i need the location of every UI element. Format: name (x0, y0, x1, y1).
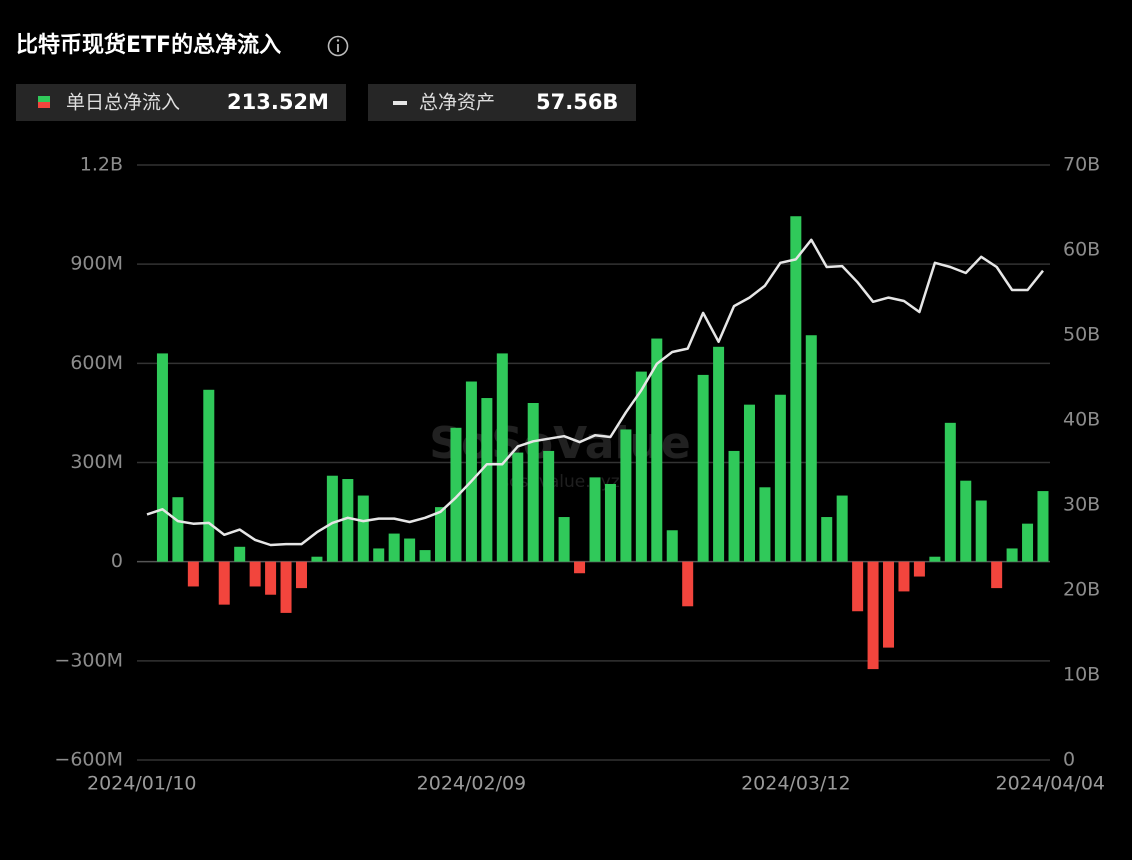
bar (713, 346, 725, 562)
legend-value: 57.56B (536, 90, 618, 114)
bar (435, 507, 447, 562)
bar (867, 561, 879, 670)
bar (991, 561, 1003, 589)
legend-box[interactable] (368, 84, 636, 121)
y2-tick-label: 50B (1063, 324, 1100, 346)
bar (450, 427, 462, 562)
bar (929, 556, 941, 562)
bar (574, 561, 586, 574)
y-tick-label: −600M (54, 749, 123, 771)
bar (821, 517, 833, 562)
bar (527, 403, 539, 562)
bar (728, 450, 740, 562)
legend-box[interactable] (16, 84, 346, 121)
bar (1037, 491, 1049, 562)
legend-swatch-down (38, 102, 50, 108)
legend-value: 213.52M (227, 90, 329, 114)
y-tick-label: 900M (70, 253, 123, 275)
bar (913, 561, 925, 577)
bar (774, 394, 786, 562)
info-icon[interactable] (327, 35, 349, 57)
y-tick-label: −300M (54, 649, 123, 671)
bar (697, 374, 709, 562)
bar (218, 561, 230, 605)
bar (898, 561, 910, 592)
bar (589, 477, 601, 562)
bar (234, 546, 246, 562)
bar (743, 404, 755, 562)
bar (558, 517, 570, 562)
legend-label: 单日总净流入 (66, 92, 180, 114)
x-tick-label: 2024/03/12 (741, 773, 851, 795)
bar (203, 389, 215, 562)
bar (311, 556, 323, 562)
bar (759, 487, 771, 562)
y2-tick-label: 40B (1063, 409, 1100, 431)
y2-tick-label: 20B (1063, 579, 1100, 601)
x-tick-label: 2024/02/09 (417, 773, 527, 795)
bar (1022, 523, 1034, 562)
bar (651, 338, 663, 562)
bar (852, 561, 864, 612)
bar (620, 429, 632, 562)
bar (883, 561, 895, 648)
y2-tick-label: 10B (1063, 664, 1100, 686)
y2-tick-label: 60B (1063, 239, 1100, 261)
bar (326, 475, 338, 562)
bar (357, 495, 369, 562)
bar (187, 561, 199, 587)
bar (1006, 548, 1018, 562)
bar (419, 550, 431, 562)
bar (543, 450, 555, 562)
bar (805, 335, 817, 562)
legend-swatch-up (38, 96, 50, 102)
y-tick-label: 600M (70, 352, 123, 374)
y-tick-label: 300M (70, 451, 123, 473)
bar (388, 533, 400, 562)
bar (512, 452, 524, 562)
y2-tick-label: 30B (1063, 494, 1100, 516)
line (146, 238, 1044, 547)
x-tick-label: 2024/04/04 (995, 773, 1105, 795)
y2-tick-label: 0 (1063, 749, 1075, 771)
bar (295, 561, 307, 589)
bar (790, 216, 802, 562)
bar (465, 381, 477, 562)
bar (373, 548, 385, 562)
bar (666, 530, 678, 562)
bar (944, 422, 956, 562)
bar (481, 398, 493, 562)
bar (635, 371, 647, 562)
y-tick-label: 0 (111, 550, 123, 572)
bar (156, 353, 168, 562)
bar (280, 561, 292, 613)
bar (836, 495, 848, 562)
bar (960, 480, 972, 562)
bar (604, 483, 616, 562)
bar (682, 561, 694, 607)
bar (249, 561, 261, 587)
bar (404, 538, 416, 562)
legend-label: 总净资产 (419, 92, 495, 114)
legend-swatch-line (393, 101, 407, 105)
x-tick-label: 2024/01/10 (87, 773, 197, 795)
bar (975, 500, 987, 562)
bar (172, 497, 184, 562)
bar (265, 561, 277, 595)
chart-title: 比特币现货ETF的总净流入 (16, 32, 281, 58)
bar (496, 353, 508, 562)
y-tick-label: 1.2B (80, 154, 123, 176)
y2-tick-label: 70B (1063, 154, 1100, 176)
bar (342, 479, 354, 562)
